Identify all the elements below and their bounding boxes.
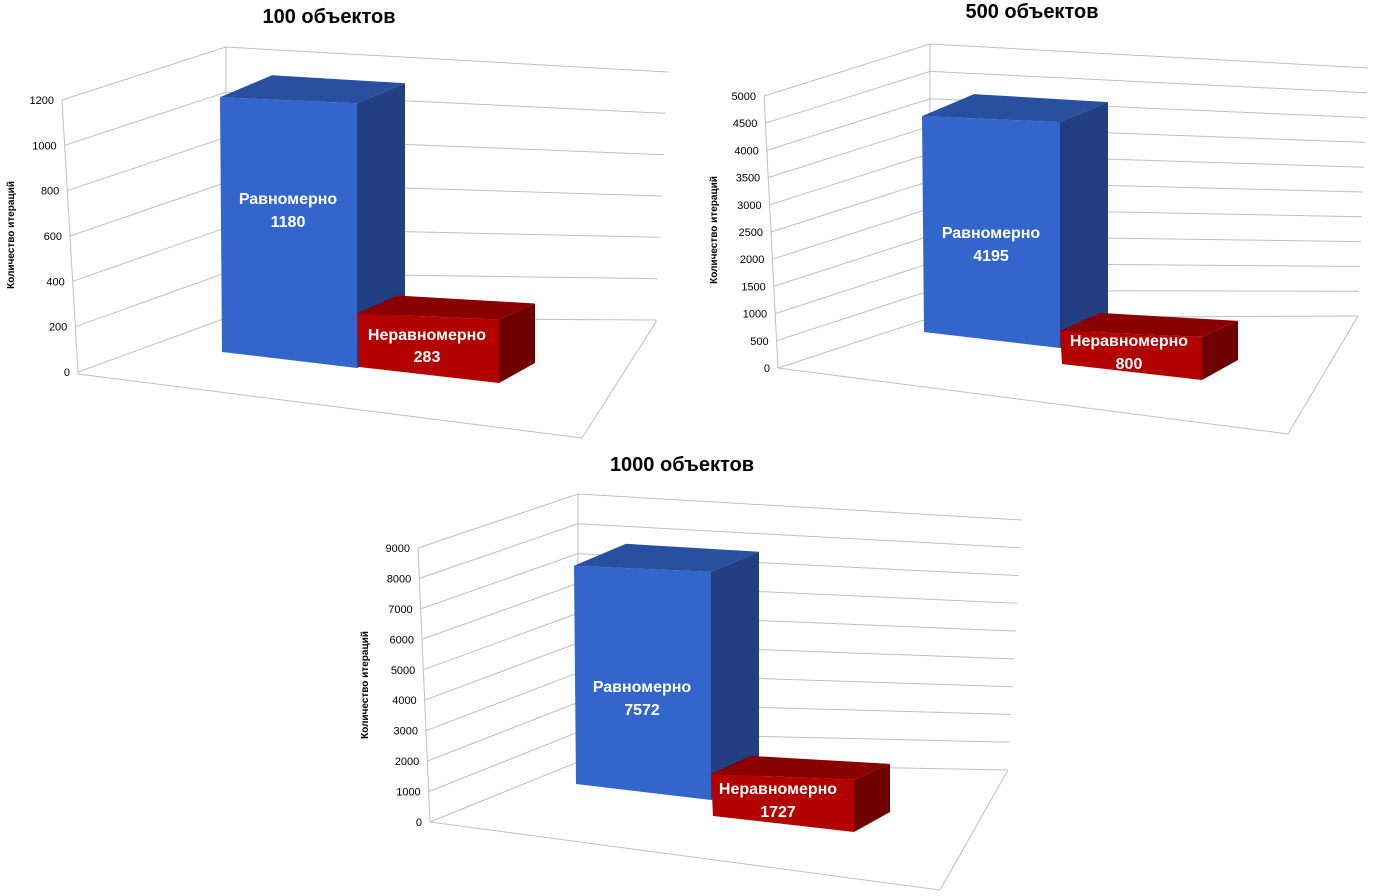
bars xyxy=(922,94,1238,380)
y-tick-label: 400 xyxy=(46,276,64,288)
y-tick-label: 5000 xyxy=(732,91,756,103)
gridline xyxy=(417,493,1023,549)
gridline xyxy=(765,70,1368,124)
bar-uniform-front xyxy=(574,565,711,800)
bar-nonuniform-front xyxy=(1060,330,1202,380)
bar-nonuniform-top xyxy=(711,755,890,780)
bar-nonuniform-top xyxy=(357,295,535,320)
y-axis-label: Количество итераций xyxy=(360,631,371,739)
floor-edge xyxy=(429,769,1009,891)
chart-title: 100 объектов xyxy=(263,6,396,28)
y-tick-label: 1000 xyxy=(743,309,767,321)
data-label-value: 800 xyxy=(1116,356,1143,373)
data-label-category: Равномерно xyxy=(239,191,338,208)
bar-uniform-top xyxy=(220,75,405,104)
bar-nonuniform-front xyxy=(357,313,499,383)
y-tick-label: 500 xyxy=(750,336,768,348)
gridline xyxy=(61,46,669,101)
y-tick-label: 4000 xyxy=(392,695,416,707)
data-labels: Равномерно 7572 Неравномерно 1727 xyxy=(593,679,837,821)
gridline xyxy=(64,91,667,146)
bar-uniform-side xyxy=(357,83,405,368)
gridline xyxy=(766,98,1367,151)
gridline xyxy=(763,43,1369,97)
floor-edge xyxy=(77,320,657,439)
data-label-category: Неравномерно xyxy=(719,781,837,798)
gridline xyxy=(419,523,1021,579)
y-tick-labels: 0 500 1000 1500 2000 2500 3000 3500 4000 4500 5000 xyxy=(732,91,770,375)
y-tick-label: 6000 xyxy=(390,634,414,646)
data-labels: Равномерно 1180 Неравномерно 283 xyxy=(239,191,486,366)
data-label-value: 283 xyxy=(414,349,441,366)
y-tick-label: 2500 xyxy=(739,227,763,239)
floor-edge xyxy=(777,315,1359,435)
data-label-category: Равномерно xyxy=(593,679,692,696)
y-tick-label: 9000 xyxy=(386,543,410,555)
bar-uniform-side xyxy=(711,551,759,800)
bar-uniform-front xyxy=(220,97,357,368)
y-tick-label: 5000 xyxy=(391,665,415,677)
data-label-category: Неравномерно xyxy=(1070,333,1188,350)
y-tick-labels: 0 200 400 600 800 1000 1200 xyxy=(30,95,70,379)
y-tick-label: 7000 xyxy=(388,604,412,616)
chart-title: 1000 объектов xyxy=(610,454,754,476)
y-tick-label: 200 xyxy=(49,322,67,334)
data-labels: Равномерно 4195 Неравномерно 800 xyxy=(942,225,1188,373)
bar-uniform-top xyxy=(922,94,1108,123)
y-tick-label: 600 xyxy=(44,231,62,243)
chart-1000-objects: 1000 объектов Количество итераций 0 1000 2… xyxy=(360,454,1023,891)
y-tick-label: 4500 xyxy=(733,118,757,130)
data-label-value: 7572 xyxy=(624,702,660,719)
data-label-value: 1180 xyxy=(271,214,306,231)
y-tick-label: 8000 xyxy=(387,573,411,585)
y-tick-label: 0 xyxy=(64,367,70,379)
bars xyxy=(220,75,535,383)
gridlines xyxy=(763,43,1369,435)
y-tick-label: 1000 xyxy=(32,140,56,152)
y-tick-label: 4000 xyxy=(734,145,758,157)
bar-nonuniform-front xyxy=(711,773,854,832)
y-tick-label: 1000 xyxy=(396,787,420,799)
bars xyxy=(574,543,890,832)
chart-500-objects: 500 объектов Количество итераций 0 500 100… xyxy=(709,1,1369,435)
data-label-category: Неравномерно xyxy=(368,327,486,344)
y-tick-label: 1200 xyxy=(30,95,54,107)
bar-nonuniform-side xyxy=(499,303,535,383)
bar-nonuniform-side xyxy=(854,763,890,832)
y-axis-label: Количество итераций xyxy=(6,181,17,289)
chart-title: 500 объектов xyxy=(966,1,1099,23)
y-axis-label: Количество итераций xyxy=(709,176,720,284)
data-label-value: 4195 xyxy=(973,248,1009,265)
chart-100-objects: 100 объектов Количество итераций 0 200 400… xyxy=(6,6,669,439)
y-tick-label: 3000 xyxy=(737,200,761,212)
bar-uniform-side xyxy=(1060,102,1108,348)
y-tick-labels: 0 1000 2000 3000 4000 5000 6000 7000 8000 9000 xyxy=(386,543,422,829)
y-tick-label: 800 xyxy=(41,186,59,198)
y-tick-label: 3000 xyxy=(394,726,418,738)
bar-nonuniform-top xyxy=(1060,312,1238,337)
y-tick-label: 2000 xyxy=(395,756,419,768)
y-tick-label: 0 xyxy=(764,363,770,375)
y-tick-label: 0 xyxy=(416,817,422,829)
bar-uniform-top xyxy=(574,543,759,572)
data-label-value: 1727 xyxy=(760,804,796,821)
y-tick-label: 3500 xyxy=(736,173,760,185)
data-label-category: Равномерно xyxy=(942,225,1041,242)
bar-uniform-front xyxy=(922,116,1060,348)
bar-nonuniform-side xyxy=(1202,320,1238,380)
gridline xyxy=(420,553,1019,610)
y-tick-label: 1500 xyxy=(741,281,765,293)
y-tick-label: 2000 xyxy=(740,254,764,266)
left-wall-edge xyxy=(417,547,431,823)
